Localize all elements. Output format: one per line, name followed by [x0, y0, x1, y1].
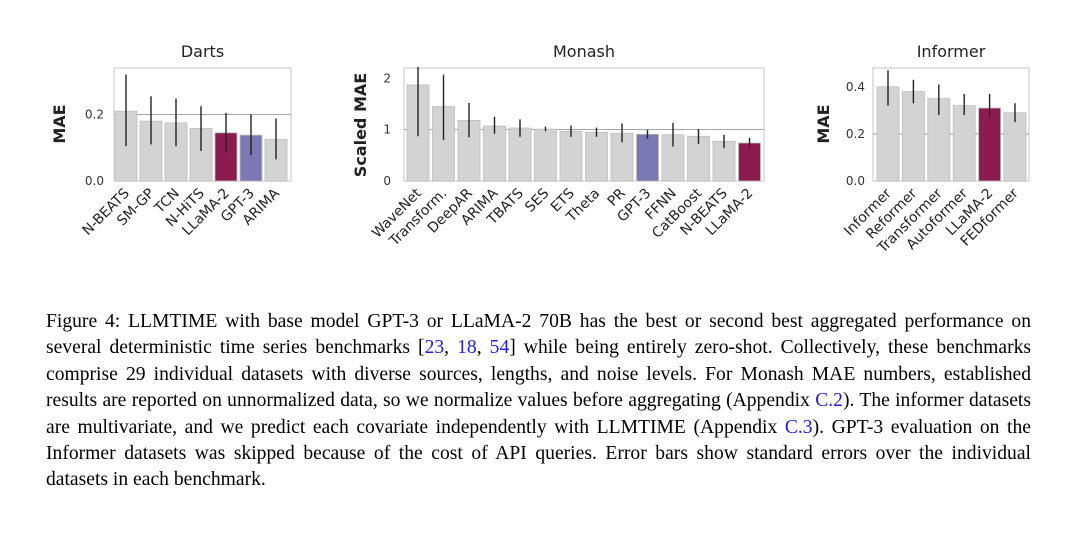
bar-ets	[559, 130, 583, 182]
y-tick-label: 0.2	[846, 127, 865, 141]
bar-llama-2	[738, 142, 761, 182]
caption-brand: LLMTIME	[128, 311, 218, 332]
appendix-link-c2[interactable]: C.2	[815, 390, 843, 412]
category-label-ses: SES	[522, 185, 552, 215]
citation-link-18[interactable]: 18	[457, 337, 477, 359]
caption-text-5: ). GPT-3 evaluation on the Informer data…	[46, 416, 1031, 491]
darts-panel: DartsMAE0.00.2N-BEATSSM-GPTCNN-HiTSLLaMA…	[50, 42, 292, 239]
y-axis-label: MAE	[814, 104, 833, 143]
appendix-link-c3[interactable]: C.3	[784, 416, 813, 438]
citation-link-54[interactable]: 54	[489, 337, 510, 359]
bar-llama-2	[978, 107, 1001, 182]
caption-text-2: ] while being entirely zero-shot. Collec…	[46, 337, 1032, 412]
y-tick-label: 0.0	[846, 174, 865, 188]
bar-ses	[534, 128, 557, 182]
y-tick-label: 1	[383, 123, 391, 137]
bar-gpt-3	[636, 133, 659, 182]
y-tick-label: 2	[383, 71, 391, 85]
bar-fedformer	[1003, 112, 1027, 182]
bar-autoformer	[952, 105, 976, 182]
caption-text-3: ). The informer datasets are multivariat…	[46, 390, 1031, 438]
citation-link-23[interactable]: 23	[424, 337, 445, 359]
y-tick-label: 0	[383, 174, 391, 188]
y-tick-label: 0.2	[85, 108, 104, 122]
caption-text-4: (Appendix	[685, 416, 785, 438]
chart-title: Darts	[181, 42, 224, 61]
y-tick-label: 0.4	[846, 80, 865, 94]
bar-reformer	[902, 91, 925, 182]
y-axis-label: Scaled MAE	[351, 73, 370, 177]
caption-label: Figure 4:	[46, 311, 129, 332]
bar-arima	[483, 125, 506, 182]
chart-title: Monash	[553, 42, 615, 61]
figure-charts: DartsMAE0.00.2N-BEATSSM-GPTCNN-HiTSLLaMA…	[50, 42, 1030, 257]
caption-text-1: with base model GPT-3 or LLaMA-2 70B has…	[46, 311, 1031, 359]
figure-caption: Figure 4: LLMTIME with base model GPT-3 …	[46, 311, 1032, 491]
bar-theta	[585, 131, 608, 182]
plot-frame	[403, 67, 765, 182]
y-tick-label: 0.0	[85, 174, 104, 188]
y-axis-label: MAE	[50, 104, 69, 143]
informer-panel: InformerMAE0.00.20.4InformerReformerTran…	[814, 42, 1030, 257]
plot-frame	[872, 67, 1030, 182]
chart-title: Informer	[917, 42, 986, 61]
caption-brand-2: LLMTIME	[596, 416, 686, 438]
